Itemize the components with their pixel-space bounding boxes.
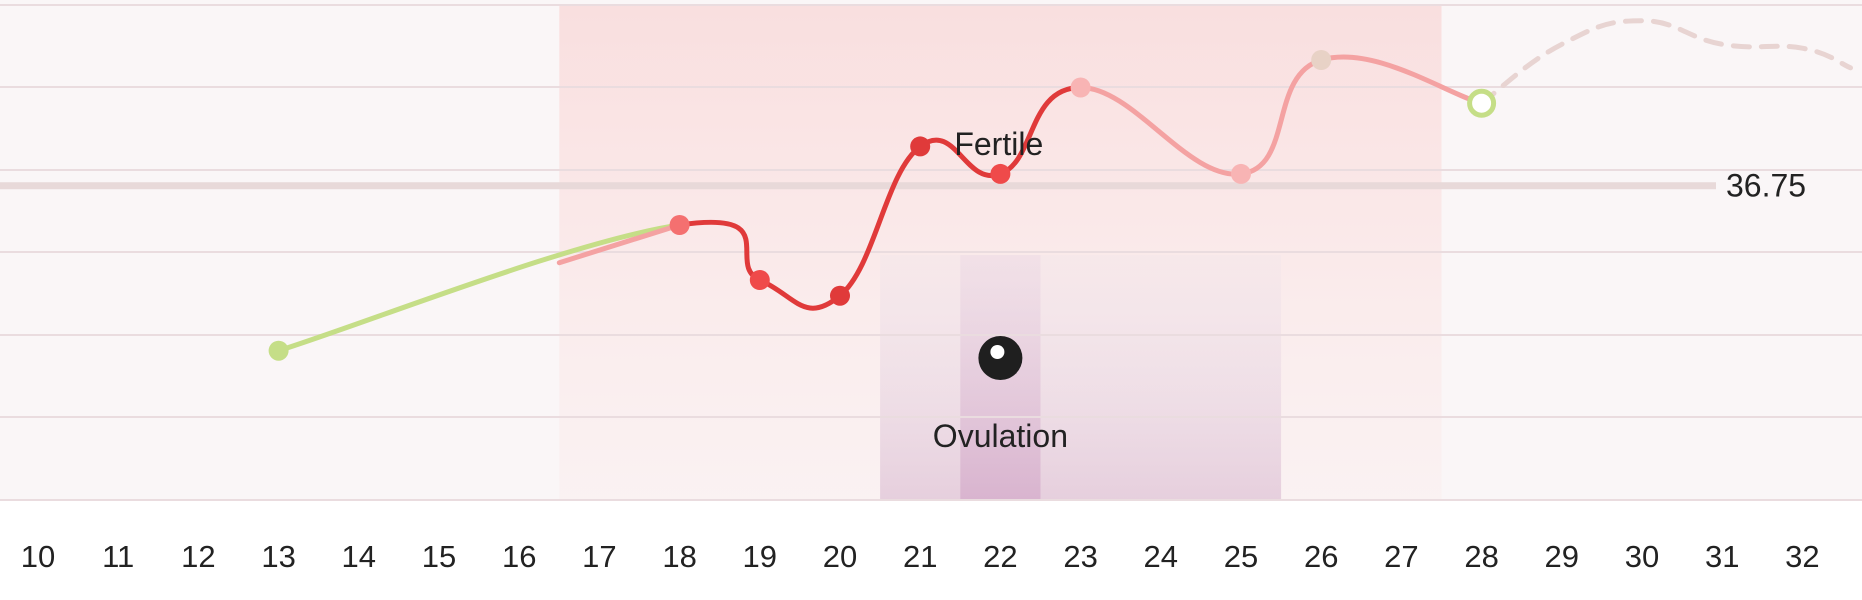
x-tick-label: 23: [1063, 539, 1097, 574]
x-tick-label: 17: [582, 539, 616, 574]
data-point[interactable]: [910, 136, 931, 157]
x-tick-label: 16: [502, 539, 536, 574]
x-tick-label: 25: [1224, 539, 1258, 574]
x-tick-label: 18: [662, 539, 696, 574]
series-segment: [1318, 54, 1485, 106]
grid-layer: [0, 4, 1862, 501]
x-tick-label: 21: [903, 539, 937, 574]
series-segment: [757, 277, 843, 311]
series-segment: [997, 85, 1084, 177]
x-tick-label: 28: [1464, 539, 1498, 574]
x-tick-label: 29: [1545, 539, 1579, 574]
data-point[interactable]: [268, 340, 289, 361]
series-segment: [556, 222, 683, 266]
x-tick-label: 19: [743, 539, 777, 574]
fertile-band-label: Fertile: [954, 126, 1043, 162]
x-tick-label: 10: [21, 539, 55, 574]
series-segment: [276, 222, 683, 354]
x-tick-label: 12: [181, 539, 215, 574]
x-axis-ticks: 10 11 12 13 14 15 16 17 18 19 20 21 22 23 24 25 26 27 28 29…: [21, 539, 1820, 574]
reference-line-label: 36.75: [1726, 168, 1806, 204]
x-tick-label: 27: [1384, 539, 1418, 574]
x-tick-label: 14: [342, 539, 376, 574]
x-tick-label: 26: [1304, 539, 1338, 574]
ovulation-band: [880, 255, 1282, 500]
data-point[interactable]: [1231, 163, 1251, 184]
x-tick-label: 20: [823, 539, 857, 574]
data-points: [268, 50, 1497, 361]
ovulation-band-label: Ovulation: [933, 418, 1068, 454]
egg-icon: [978, 336, 1023, 380]
data-point[interactable]: [830, 285, 850, 306]
data-point-today[interactable]: [1467, 88, 1497, 118]
x-tick-label: 31: [1705, 539, 1739, 574]
x-tick-label: 32: [1785, 539, 1819, 574]
x-tick-label: 24: [1144, 539, 1178, 574]
data-point[interactable]: [990, 163, 1011, 184]
series-segment: [1078, 85, 1244, 177]
series-line: [276, 54, 1485, 354]
x-tick-label: 30: [1625, 539, 1659, 574]
data-point[interactable]: [669, 215, 690, 235]
data-point[interactable]: [1070, 77, 1091, 98]
series-segment: [677, 219, 763, 283]
x-tick-label: 22: [983, 539, 1017, 574]
x-tick-label: 15: [422, 539, 456, 574]
x-tick-label: 13: [261, 539, 295, 574]
series-segment: [1238, 57, 1324, 177]
data-point[interactable]: [1311, 50, 1332, 70]
x-tick-label: 11: [102, 539, 134, 574]
series-segment: [837, 143, 923, 299]
data-point[interactable]: [749, 270, 770, 290]
projection-line: [1479, 18, 1854, 106]
series-segment: [917, 137, 1003, 179]
